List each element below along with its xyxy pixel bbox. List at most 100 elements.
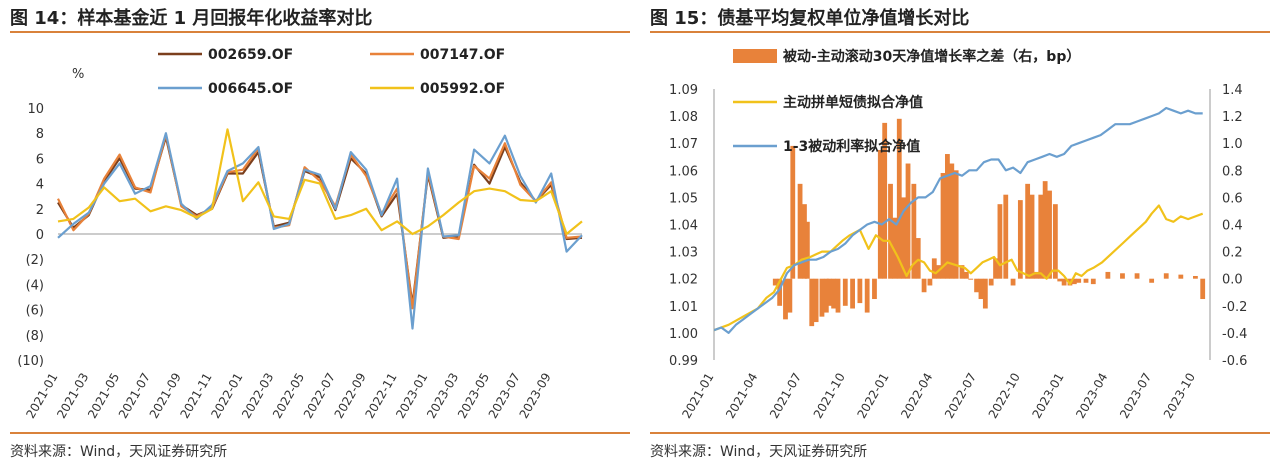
diff-bar <box>819 278 825 317</box>
fund-return-line-chart: %1086420(2)(4)(6)(8)(10)2021-012021-0320… <box>17 47 583 421</box>
diff-bar <box>877 149 883 279</box>
y-right-tick-label: 1.4 <box>1222 83 1243 98</box>
y-left-tick-label: 1.04 <box>669 219 698 234</box>
x-tick-label: 2022-04 <box>898 371 935 421</box>
diff-bar <box>978 278 984 300</box>
y-left-tick-label: 1.08 <box>669 110 698 125</box>
diff-bar <box>988 278 994 286</box>
y-unit-label: % <box>72 67 84 82</box>
diff-bar <box>959 265 965 279</box>
y-tick-label: 2 <box>36 203 44 218</box>
y-tick-label: 0 <box>36 228 44 243</box>
y-right-tick-label: -0.6 <box>1222 354 1247 369</box>
y-right-tick-label: 0.6 <box>1222 191 1243 206</box>
diff-bar <box>826 278 832 306</box>
y-left-tick-label: 1.01 <box>669 300 698 315</box>
diff-bar <box>1120 273 1125 279</box>
diff-bar <box>905 163 911 279</box>
diff-bar <box>927 278 933 286</box>
diff-bar <box>982 278 988 309</box>
x-tick-label: 2023-10 <box>1161 371 1198 421</box>
diff-bar <box>993 258 998 279</box>
x-tick-label: 2022-07 <box>942 371 979 421</box>
diff-bar <box>783 278 788 320</box>
legend-label: 006645.OF <box>208 81 293 97</box>
diff-bar <box>1042 181 1048 279</box>
diff-bar <box>1047 190 1052 279</box>
diff-bar <box>857 278 863 304</box>
y-left-tick-label: 1.07 <box>669 137 698 152</box>
diff-bar <box>1025 183 1031 279</box>
diff-bar <box>1200 278 1206 300</box>
x-tick-label: 2022-10 <box>986 371 1023 421</box>
diff-bar <box>831 278 837 309</box>
series-line <box>713 106 1203 334</box>
diff-bar <box>1090 278 1096 285</box>
series-line <box>57 133 583 310</box>
diff-bar <box>842 278 848 306</box>
series-line <box>713 204 1204 332</box>
legend-label: 002659.OF <box>208 47 293 63</box>
diff-bar <box>777 278 783 306</box>
series-line <box>57 132 583 330</box>
diff-bar <box>968 278 974 280</box>
diff-bar <box>892 217 898 279</box>
diff-bar <box>953 170 959 279</box>
y-right-tick-label: 1.0 <box>1222 137 1243 152</box>
diff-bar <box>850 278 855 309</box>
y-left-tick-label: 1.03 <box>669 246 698 261</box>
diff-bar <box>823 278 829 313</box>
legend-swatch <box>733 49 777 63</box>
diff-bar <box>1057 278 1063 282</box>
y-tick-label: (8) <box>26 329 44 344</box>
y-left-tick-label: 1.06 <box>669 164 698 179</box>
diff-bar <box>945 154 950 279</box>
diff-bar <box>963 271 969 279</box>
x-tick-label: 2023-01 <box>1030 371 1067 421</box>
series-line <box>57 128 583 236</box>
x-tick-label: 2021-01 <box>679 371 716 421</box>
diff-bar <box>1076 278 1082 283</box>
source-note: 资料来源：Wind，天风证券研究所 <box>10 444 228 460</box>
diff-bar <box>802 204 807 279</box>
x-tick-label: 2023-07 <box>1117 371 1154 421</box>
diff-bar <box>1105 271 1111 279</box>
y-tick-label: 8 <box>36 127 44 142</box>
diff-bar <box>809 278 815 327</box>
nav-growth-combo-chart: 0.99 1.00 1.01 1.02 1.03 1.04 1.05 1.06 1.07 1.08… <box>669 48 1247 421</box>
diff-bar <box>949 163 955 279</box>
diff-bar <box>1034 271 1039 279</box>
diff-bar <box>1029 194 1035 279</box>
diff-bar <box>888 183 893 279</box>
x-tick-label: 2022-01 <box>854 371 891 421</box>
diff-bar <box>1134 273 1140 279</box>
diff-bar <box>882 122 888 279</box>
diff-bar <box>1017 200 1023 279</box>
diff-bar <box>921 278 927 293</box>
diff-bar <box>1052 204 1058 279</box>
diff-bar <box>974 278 979 293</box>
y-tick-label: 10 <box>27 102 44 117</box>
diff-bar <box>997 204 1003 279</box>
diff-bar <box>790 145 796 279</box>
y-left-tick-label: 1.09 <box>669 83 698 98</box>
y-left-tick-label: 1.02 <box>669 273 698 288</box>
legend-label: 005992.OF <box>420 81 505 97</box>
diff-bar <box>1010 278 1016 286</box>
legend-label: 007147.OF <box>420 47 505 63</box>
diff-bar <box>1071 278 1077 285</box>
diff-bar <box>872 278 877 300</box>
y-right-tick-label: -0.2 <box>1222 300 1247 315</box>
chart-panel-right: 图 15：债基平均复权单位净值增长对比 0.99 1.00 1.01 1.02 1.03… <box>650 0 1270 465</box>
diff-bar <box>896 118 902 279</box>
title-rule <box>650 31 1270 33</box>
diff-bar <box>772 278 778 286</box>
diff-bar <box>1149 278 1155 283</box>
x-tick-label: 2023-04 <box>1073 371 1110 421</box>
diff-bar <box>915 238 921 279</box>
diff-bar <box>797 183 803 279</box>
chart-panel-left: 图 14：样本基金近 1 月回报年化收益率对比 % 10 8 6 4 2 0 (2) (4) (6… <box>10 0 630 465</box>
diff-bar <box>804 221 810 279</box>
x-tick-label: 2021-07 <box>767 371 804 421</box>
diff-bar <box>911 183 917 279</box>
